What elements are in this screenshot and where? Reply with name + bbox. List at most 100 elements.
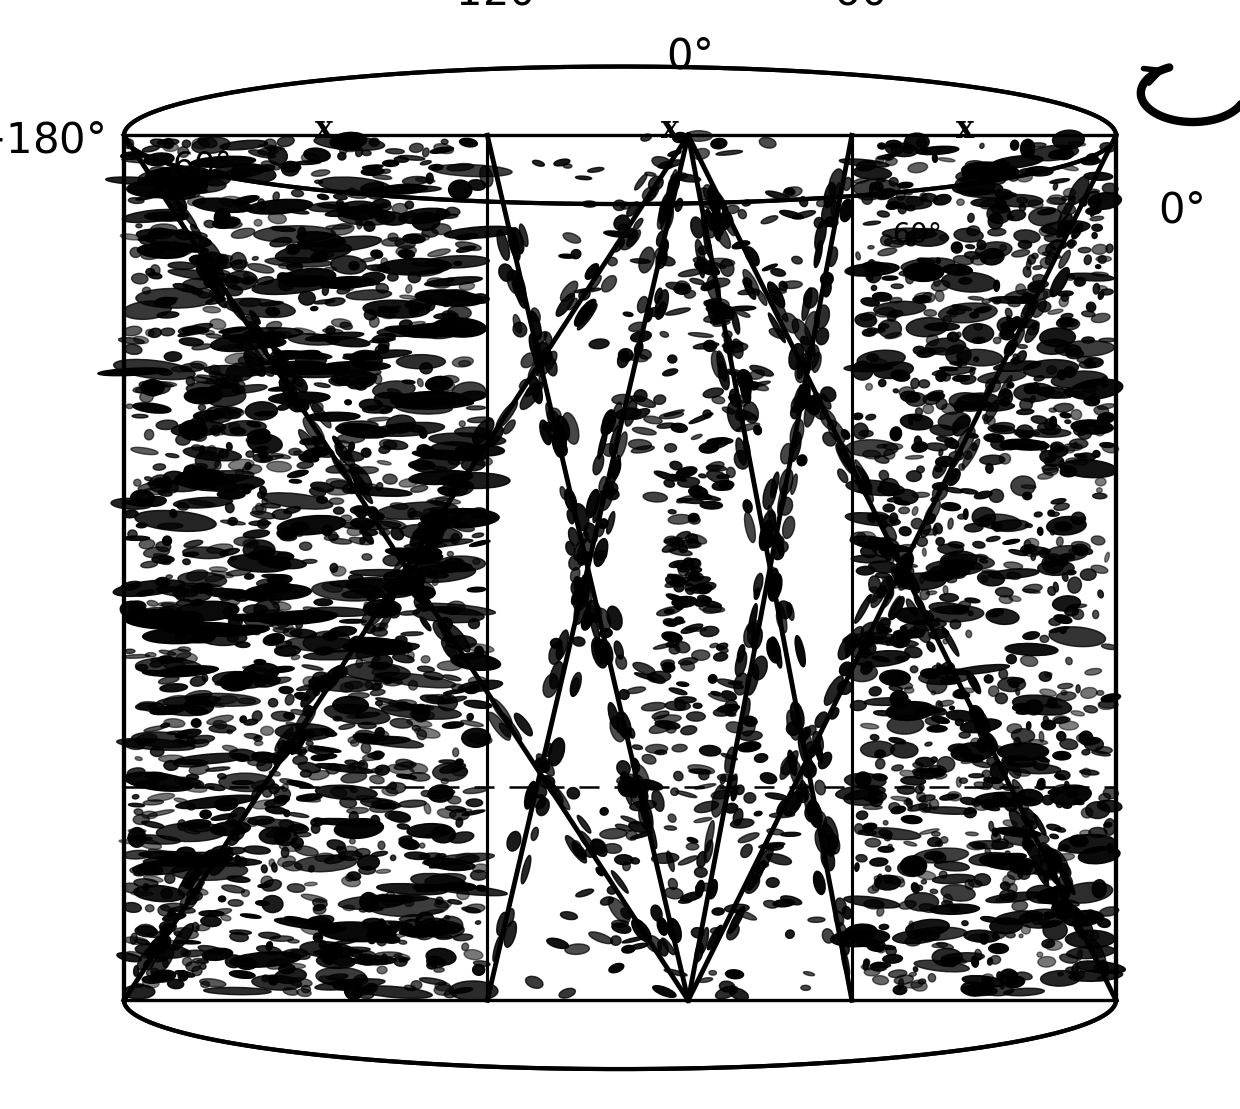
Ellipse shape: [961, 985, 997, 996]
Ellipse shape: [316, 442, 326, 452]
Ellipse shape: [176, 201, 197, 228]
Ellipse shape: [413, 884, 440, 892]
Ellipse shape: [1091, 566, 1107, 573]
Ellipse shape: [182, 559, 190, 564]
Ellipse shape: [1054, 404, 1074, 413]
Ellipse shape: [148, 600, 157, 607]
Ellipse shape: [337, 201, 382, 220]
Ellipse shape: [744, 622, 759, 648]
Ellipse shape: [146, 932, 165, 937]
Ellipse shape: [790, 441, 797, 450]
Ellipse shape: [1073, 545, 1087, 554]
Ellipse shape: [913, 762, 924, 769]
Ellipse shape: [748, 861, 765, 891]
Ellipse shape: [660, 242, 668, 254]
Ellipse shape: [906, 196, 924, 206]
Ellipse shape: [1101, 694, 1121, 702]
Ellipse shape: [940, 566, 950, 570]
Ellipse shape: [356, 795, 382, 803]
Ellipse shape: [1007, 724, 1022, 733]
Ellipse shape: [193, 434, 206, 441]
Ellipse shape: [429, 508, 449, 512]
Ellipse shape: [1055, 149, 1074, 160]
Ellipse shape: [511, 227, 523, 254]
Ellipse shape: [976, 242, 1012, 258]
Ellipse shape: [754, 425, 761, 435]
Ellipse shape: [773, 295, 787, 322]
Ellipse shape: [184, 830, 200, 834]
Ellipse shape: [971, 255, 986, 265]
Ellipse shape: [247, 596, 257, 599]
Ellipse shape: [1066, 241, 1076, 246]
Ellipse shape: [950, 393, 987, 411]
Ellipse shape: [608, 257, 618, 266]
Ellipse shape: [620, 202, 630, 210]
Ellipse shape: [898, 182, 913, 189]
Ellipse shape: [377, 604, 397, 615]
Ellipse shape: [935, 774, 947, 780]
Ellipse shape: [1084, 705, 1097, 713]
Ellipse shape: [867, 354, 879, 362]
Ellipse shape: [1060, 318, 1080, 329]
Ellipse shape: [629, 323, 645, 332]
Ellipse shape: [616, 711, 631, 739]
Ellipse shape: [657, 917, 668, 935]
Ellipse shape: [404, 985, 415, 990]
Ellipse shape: [124, 903, 141, 913]
Ellipse shape: [836, 898, 846, 914]
Ellipse shape: [985, 383, 994, 397]
Ellipse shape: [145, 166, 212, 186]
Ellipse shape: [918, 769, 928, 773]
Ellipse shape: [904, 842, 916, 846]
Ellipse shape: [702, 201, 718, 208]
Ellipse shape: [228, 554, 291, 572]
Ellipse shape: [543, 423, 554, 431]
Ellipse shape: [320, 954, 339, 960]
Ellipse shape: [391, 855, 396, 861]
Ellipse shape: [754, 573, 763, 596]
Ellipse shape: [738, 742, 760, 752]
Ellipse shape: [660, 413, 683, 419]
Ellipse shape: [884, 238, 904, 247]
Ellipse shape: [616, 655, 626, 669]
Ellipse shape: [201, 855, 211, 865]
Ellipse shape: [469, 619, 480, 629]
Ellipse shape: [451, 653, 501, 670]
Ellipse shape: [671, 475, 687, 481]
Ellipse shape: [966, 754, 983, 762]
Ellipse shape: [893, 930, 940, 944]
Ellipse shape: [304, 650, 381, 660]
Ellipse shape: [794, 385, 807, 414]
Ellipse shape: [219, 592, 232, 601]
Ellipse shape: [332, 378, 348, 383]
Ellipse shape: [866, 637, 918, 647]
Ellipse shape: [418, 918, 450, 936]
Ellipse shape: [931, 716, 950, 723]
Ellipse shape: [782, 313, 799, 333]
Ellipse shape: [464, 949, 482, 959]
Ellipse shape: [939, 449, 942, 456]
Ellipse shape: [201, 630, 247, 645]
Ellipse shape: [279, 378, 298, 399]
Ellipse shape: [311, 755, 329, 761]
Ellipse shape: [836, 445, 853, 475]
Ellipse shape: [340, 451, 363, 461]
Ellipse shape: [135, 388, 146, 394]
Ellipse shape: [573, 503, 589, 531]
Ellipse shape: [424, 803, 430, 814]
Ellipse shape: [673, 132, 687, 143]
Ellipse shape: [843, 177, 852, 191]
Ellipse shape: [604, 231, 630, 237]
Ellipse shape: [945, 487, 963, 492]
Ellipse shape: [124, 937, 149, 945]
Ellipse shape: [724, 700, 738, 715]
Ellipse shape: [765, 793, 787, 800]
Ellipse shape: [646, 308, 652, 322]
Ellipse shape: [358, 950, 376, 957]
Ellipse shape: [857, 811, 868, 820]
Ellipse shape: [332, 956, 352, 966]
Ellipse shape: [424, 672, 443, 680]
Ellipse shape: [1011, 476, 1035, 496]
Ellipse shape: [179, 326, 203, 335]
Ellipse shape: [162, 957, 169, 968]
